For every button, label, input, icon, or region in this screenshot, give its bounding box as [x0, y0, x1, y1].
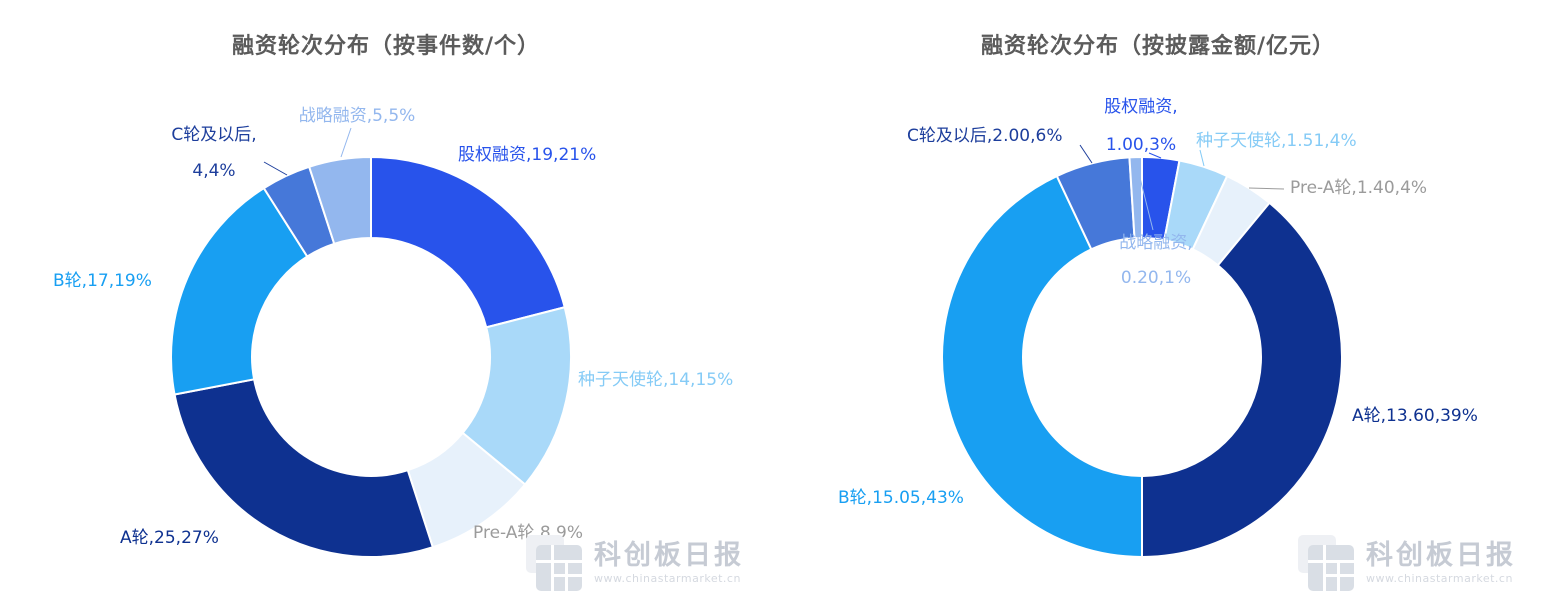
label-leader-line [1135, 161, 1154, 231]
slice-label: 股权融资,19,21% [458, 145, 596, 165]
watermark-brand: 科创板日报 [1366, 539, 1516, 571]
watermark-brand: 科创板日报 [594, 539, 744, 571]
slice-label: 0.20,1% [1121, 268, 1191, 288]
label-leader-line [340, 127, 352, 158]
slice-label: C轮及以后,2.00,6% [907, 126, 1063, 146]
chart-title: 融资轮次分布（按披露金额/亿元） [980, 34, 1336, 59]
slice-label: B轮,17,19% [53, 271, 152, 291]
donut-chart-by-amount[interactable]: 股权融资, 1.00,3% 种子天使轮,1.51,4% Pre-A轮,1.40,4% A… [772, 0, 1545, 610]
chart-panel-by-count: 融资轮次分布（按事件数/个） 股权融资,19,21% 种子天使轮,14,15% Pr… [0, 0, 772, 610]
donut-slice[interactable] [170, 187, 309, 396]
label-leader-line [263, 161, 288, 176]
watermark: 科创板日报 www.chinastarmarket.cn [1296, 531, 1516, 595]
slice-label: 4,4% [192, 161, 235, 181]
slice-label: 战略融资, [1119, 233, 1192, 253]
slice-label: 战略融资,5,5% [299, 106, 416, 126]
watermark-logo-icon [1296, 531, 1356, 595]
slice-label: A轮,13.60,39% [1352, 406, 1478, 426]
slice-label: C轮及以后, [171, 125, 256, 145]
slice-label: B轮,15.05,43% [838, 488, 964, 508]
donut-slice[interactable] [1128, 156, 1143, 240]
label-leader-line [1148, 152, 1162, 159]
slice-label: 种子天使轮,14,15% [578, 369, 733, 390]
donut-slice[interactable] [941, 175, 1143, 558]
donut-slice[interactable] [173, 378, 434, 558]
donut-slice[interactable] [370, 156, 566, 329]
slice-label: 1.00,3% [1106, 135, 1176, 155]
slice-label: Pre-A轮,1.40,4% [1290, 178, 1427, 198]
watermark-url: www.chinastarmarket.cn [1366, 572, 1513, 586]
chart-panel-by-amount: 融资轮次分布（按披露金额/亿元） 股权融资, 1.00,3% 种子天使轮,1.51,… [772, 0, 1544, 610]
slice-label: 种子天使轮,1.51,4% [1196, 130, 1357, 151]
donut-slice[interactable] [1141, 201, 1343, 558]
slice-label: A轮,25,27% [120, 528, 219, 548]
label-leader-line [1079, 144, 1093, 164]
watermark-url: www.chinastarmarket.cn [594, 572, 741, 586]
watermark-logo-icon [524, 531, 584, 595]
label-leader-line [1248, 187, 1285, 190]
label-leader-line [1199, 149, 1205, 167]
chart-title: 融资轮次分布（按事件数/个） [231, 34, 541, 59]
watermark: 科创板日报 www.chinastarmarket.cn [524, 531, 744, 595]
donut-chart-by-count[interactable]: 股权融资,19,21%种子天使轮,14,15%Pre-A轮,8,9%A轮,25,… [0, 0, 772, 610]
watermark-text: 科创板日报 www.chinastarmarket.cn [594, 539, 744, 586]
watermark-text: 科创板日报 www.chinastarmarket.cn [1366, 539, 1516, 586]
donut-slice[interactable] [308, 156, 372, 245]
slice-label: 股权融资, [1104, 97, 1177, 117]
